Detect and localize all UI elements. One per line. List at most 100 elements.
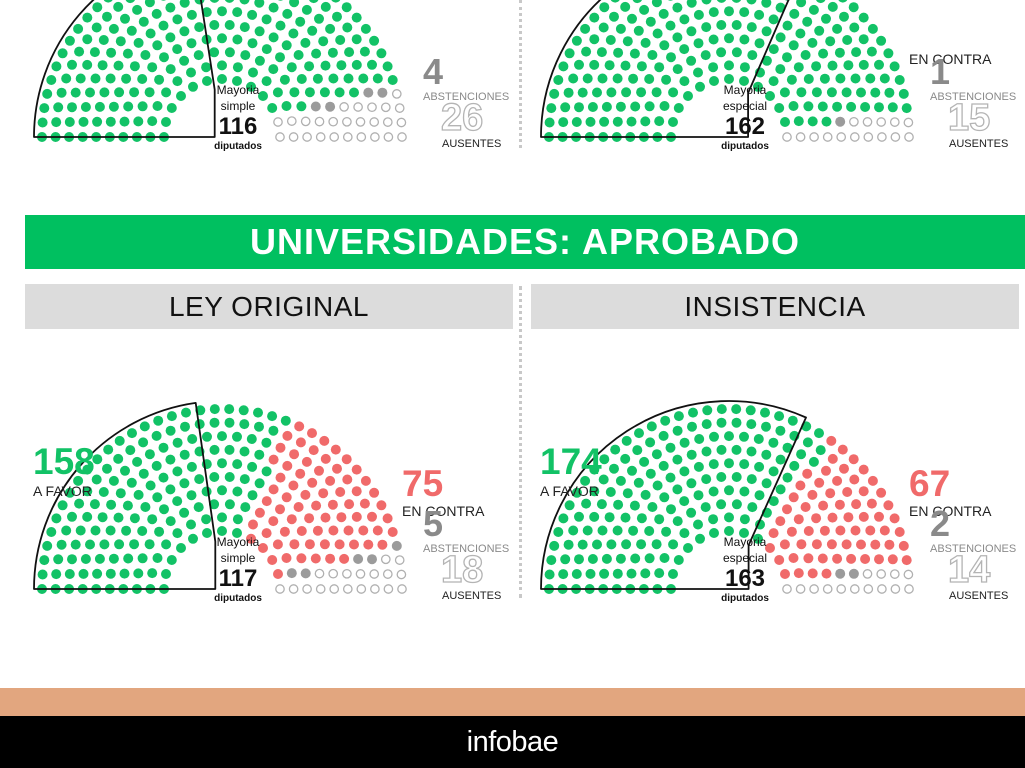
seat-favor: [753, 434, 764, 444]
abstenciones-label: ABSTENCIONES: [930, 91, 1016, 103]
seat-ausente: [822, 132, 833, 142]
seat-favor: [620, 512, 631, 523]
seat-favor: [113, 1, 124, 12]
seat-contra: [288, 480, 299, 491]
seat-favor: [679, 76, 690, 87]
seat-favor: [125, 445, 136, 456]
seat-favor: [782, 52, 792, 63]
seat-contra: [795, 480, 806, 491]
favor-count: 158: [33, 441, 95, 482]
seat-favor: [739, 76, 749, 86]
abstenciones-count: 4: [423, 51, 443, 92]
seat-favor: [724, 512, 734, 523]
majority-outline: [540, 0, 790, 138]
seat-favor: [121, 73, 132, 84]
seat-favor: [261, 466, 272, 477]
seat-ausente: [315, 584, 326, 594]
seat-favor: [775, 64, 786, 75]
seat-favor: [838, 0, 848, 3]
seat-favor: [102, 11, 112, 22]
seat-favor: [268, 2, 279, 13]
ausentes-label: AUSENTES: [949, 590, 1008, 602]
seat-contra: [817, 553, 828, 564]
seat-abstencion: [835, 568, 846, 579]
abstenciones-count: 1: [930, 51, 950, 92]
seat-contra: [261, 528, 272, 539]
seat-ausente: [383, 584, 394, 594]
seat-ausente: [355, 117, 366, 127]
seat-favor: [731, 404, 742, 415]
seat-abstencion: [310, 101, 321, 112]
seat-favor: [754, 461, 765, 472]
seat-contra: [334, 539, 345, 550]
seat-favor: [610, 0, 620, 3]
seat-favor: [202, 528, 212, 538]
seat-favor: [679, 437, 690, 448]
seat-favor: [172, 76, 183, 87]
seat-favor: [702, 405, 713, 416]
seat-favor: [739, 514, 750, 525]
seat-favor: [858, 12, 869, 23]
seat-contra: [800, 502, 811, 512]
seat-contra: [839, 463, 849, 474]
seat-favor: [239, 22, 250, 33]
seat-favor: [82, 12, 93, 23]
seat-favor: [133, 489, 144, 500]
seat-contra: [273, 569, 283, 579]
seat-favor: [336, 60, 347, 71]
seat-favor: [683, 543, 693, 553]
seat-favor: [159, 52, 169, 63]
seat-contra: [367, 511, 377, 522]
seat-favor: [658, 8, 669, 19]
seat-contra: [788, 492, 799, 503]
seat-favor: [889, 61, 900, 72]
seat-favor: [612, 73, 623, 84]
seat-favor: [254, 478, 265, 489]
seat-favor: [248, 67, 258, 78]
seat-contra: [286, 514, 297, 525]
seat-contra: [363, 539, 374, 550]
seat-contra: [246, 533, 256, 544]
seat-ausente: [890, 584, 901, 594]
seat-favor: [709, 528, 719, 538]
seat-favor: [774, 411, 785, 422]
seat-contra: [874, 554, 884, 565]
seat-favor: [78, 568, 89, 579]
seat-favor: [121, 525, 132, 536]
seat-favor: [587, 102, 598, 112]
seat-ausente: [302, 132, 312, 142]
seat-favor: [372, 73, 383, 84]
seat-favor: [137, 74, 148, 84]
seat-ausente: [394, 555, 405, 565]
seat-ausente: [286, 116, 297, 126]
seat-favor: [746, 446, 757, 457]
seat-favor: [327, 47, 338, 58]
seat-favor: [304, 61, 315, 72]
banner-prefix: UNIVERSIDADES:: [249, 221, 573, 262]
seat-favor: [201, 62, 212, 73]
seat-favor: [626, 116, 637, 127]
seat-ausente: [315, 132, 326, 142]
seat-favor: [301, 4, 312, 15]
seat-favor: [106, 47, 117, 58]
seat-favor: [746, 0, 757, 5]
majority-label-line2: simple: [221, 99, 256, 113]
seat-contra: [793, 514, 804, 525]
seat-favor: [768, 466, 779, 477]
seat-favor: [217, 74, 227, 84]
seat-ausente: [877, 584, 887, 594]
seat-favor: [651, 539, 662, 550]
seat-ausente: [342, 132, 353, 142]
seat-contra: [387, 527, 398, 537]
seat-favor: [876, 35, 887, 46]
seat-favor: [597, 525, 608, 536]
seat-favor: [369, 35, 380, 46]
seat-favor: [761, 449, 772, 460]
seat-favor: [786, 74, 797, 85]
seat-contra: [837, 444, 848, 455]
seat-favor: [61, 73, 72, 84]
seat-favor: [672, 516, 683, 527]
seat-favor: [834, 47, 845, 58]
majority-value: 117: [219, 565, 258, 592]
seat-ausente: [822, 584, 833, 594]
